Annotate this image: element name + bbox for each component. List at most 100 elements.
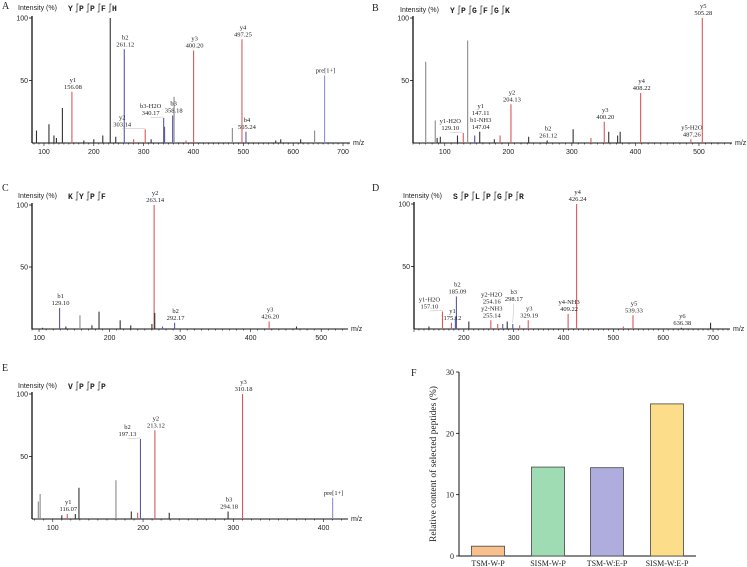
y-axis-title: Relative content of selected peptides (%… xyxy=(428,386,439,542)
peak-label: b3 xyxy=(226,497,233,504)
peak-label: 636.38 xyxy=(673,320,691,327)
peak-label: 255.14 xyxy=(483,312,502,319)
fragment-bracket-icon xyxy=(460,191,464,201)
bar-tsm-w-e-p xyxy=(590,467,624,557)
peak-label: 254.16 xyxy=(483,298,502,305)
peak-label: b3 xyxy=(170,101,177,108)
peak-label: pre[1+] xyxy=(316,68,336,75)
x-tick-label: 400 xyxy=(318,525,330,532)
sequence-residue: P xyxy=(90,5,95,14)
peak-label: 261.12 xyxy=(539,133,557,140)
y-axis-title: Intensity (%) xyxy=(18,383,57,390)
sequence-residue: P xyxy=(508,193,513,202)
sequence-residue: K xyxy=(505,7,510,16)
peak-label: y1-H2O xyxy=(419,297,441,304)
peak-label: 292.17 xyxy=(167,315,186,322)
fragment-bracket-icon xyxy=(515,191,519,201)
peak-label: b2 xyxy=(122,34,129,41)
sequence-residue: G xyxy=(497,193,502,202)
peak-label: y3 xyxy=(240,379,247,386)
peak-label: 426.24 xyxy=(569,196,588,203)
x-tick-label: 300 xyxy=(508,335,520,342)
x-tick-label: 300 xyxy=(566,149,578,156)
y-axis-title: Intensity (%) xyxy=(403,193,442,200)
x-tick-label: 500 xyxy=(608,335,620,342)
peak-label: y5-H2O xyxy=(681,124,703,131)
peak-label: y3 xyxy=(267,307,274,314)
peak-label: 400.20 xyxy=(596,114,614,121)
x-tick-label: 400 xyxy=(630,149,642,156)
sequence-residue: Y xyxy=(79,193,84,202)
x-tick-label: 400 xyxy=(245,335,257,342)
peak-label: y1 xyxy=(70,77,77,84)
x-tick-label: 100 xyxy=(47,525,59,532)
y-tick-label: 10 xyxy=(446,491,454,500)
fragment-bracket-icon xyxy=(482,191,486,201)
peak-label: 204.13 xyxy=(503,96,521,103)
label-leader xyxy=(127,437,141,439)
peak-label: 197.13 xyxy=(119,431,137,438)
y-tick-label: 100 xyxy=(398,202,410,209)
y-tick-label: 20 xyxy=(446,429,454,438)
sequence-residue: G xyxy=(472,7,477,16)
bar-chart-panel-f: F 0 10 20 30 Relative content of selected pep… xyxy=(411,368,696,567)
y-tick-label: 50 xyxy=(20,78,28,85)
x-tick-label: 100 xyxy=(38,149,50,156)
peak-label: y1 xyxy=(449,308,456,315)
x-tick-label: 300 xyxy=(227,525,239,532)
peak-label: y2 xyxy=(119,114,126,121)
x-tick-label: 500 xyxy=(693,149,705,156)
y-tick-label: 50 xyxy=(402,264,410,271)
peak-label: 303.14 xyxy=(113,121,132,128)
peak-label: y4-NH3 xyxy=(558,299,579,306)
peak-label: 310.18 xyxy=(235,386,253,393)
sequence-residue: Y xyxy=(68,5,73,14)
peak-label: 157.10 xyxy=(421,304,439,311)
peak-label: b1-NH3 xyxy=(470,117,491,124)
x-axis-label: m/z xyxy=(353,140,365,147)
sequence-residue: R xyxy=(519,193,524,202)
peak-label: y2 xyxy=(509,89,516,96)
x-tick-label: TSM-W:E-P xyxy=(587,559,628,567)
peak-label: y2-H2O xyxy=(481,291,503,298)
peak-label: 400.20 xyxy=(186,43,204,50)
x-tick-label: 300 xyxy=(138,149,150,156)
panel-letter: B xyxy=(372,3,379,14)
x-tick-label: 100 xyxy=(439,149,451,156)
peak-label: b2 xyxy=(545,126,552,133)
peak-label: 408.22 xyxy=(633,85,651,92)
x-tick-label: 600 xyxy=(657,335,669,342)
x-tick-label: 300 xyxy=(174,335,186,342)
peak-label: b3-H2O xyxy=(140,103,162,110)
fragment-bracket-icon xyxy=(86,381,90,391)
bar-sism-w-p xyxy=(531,466,565,557)
peak-label: y3 xyxy=(526,305,533,312)
panel-letter: A xyxy=(2,1,10,12)
peak-label: 298.17 xyxy=(505,296,524,303)
peak-label: 340.17 xyxy=(142,110,161,117)
y-tick-label: 0 xyxy=(450,552,454,561)
y-tick-label: 100 xyxy=(16,392,28,399)
fragment-bracket-icon xyxy=(97,3,101,13)
x-tick-label: 700 xyxy=(707,335,719,342)
peak-label: 185.09 xyxy=(448,289,466,296)
peak-label: y2-NH3 xyxy=(481,305,502,312)
fragment-bracket-icon xyxy=(86,191,90,201)
